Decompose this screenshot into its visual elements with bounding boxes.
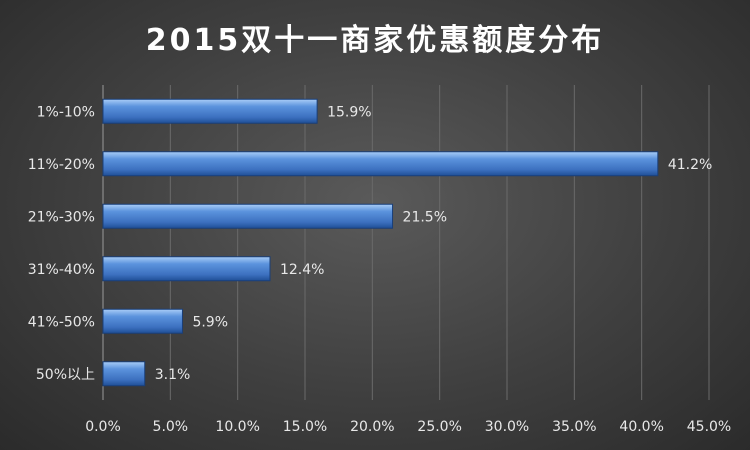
bar (102, 361, 146, 387)
bar (102, 98, 318, 124)
x-tick-label: 40.0% (619, 419, 663, 435)
bar (102, 203, 394, 229)
y-category-label: 31%-40% (28, 262, 95, 278)
y-category-label: 1%-10% (37, 104, 95, 120)
x-tick-label: 45.0% (687, 419, 731, 435)
x-tick-label: 30.0% (485, 419, 529, 435)
bar-data-label: 12.4% (280, 262, 324, 278)
bar (102, 256, 271, 282)
x-tick-label: 0.0% (85, 419, 121, 435)
x-tick-label: 15.0% (283, 419, 327, 435)
y-category-label: 50%以上 (36, 367, 95, 383)
chart-title: 2015双十一商家优惠额度分布 (146, 23, 605, 58)
x-tick-label: 35.0% (552, 419, 596, 435)
y-category-label: 21%-30% (28, 209, 95, 225)
bar-data-label: 15.9% (327, 104, 371, 120)
bar (102, 308, 183, 334)
x-tick-label: 25.0% (417, 419, 461, 435)
bar-data-label: 21.5% (403, 209, 447, 225)
y-category-label: 11%-20% (28, 157, 95, 173)
bar-data-label: 5.9% (192, 314, 228, 330)
y-category-label: 41%-50% (28, 314, 95, 330)
x-tick-label: 10.0% (215, 419, 259, 435)
bar-data-label: 41.2% (668, 157, 712, 173)
x-tick-label: 5.0% (153, 419, 189, 435)
x-tick-label: 20.0% (350, 419, 394, 435)
bar-data-label: 3.1% (155, 367, 191, 383)
bar (102, 151, 659, 177)
